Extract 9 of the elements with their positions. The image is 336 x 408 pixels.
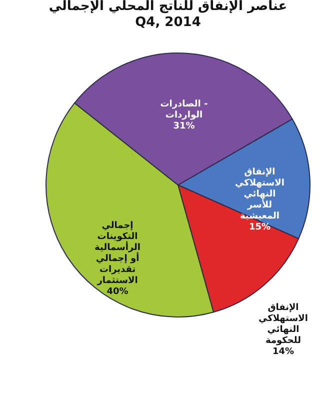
chart-subtitle: Q4, 2014 [135,15,201,30]
data-label: 31% [173,121,195,132]
slice-label: إجمالي التكوينات الرأسمالية أو إجمالي تقديرات الاستثمار [94,221,140,286]
chart-title: عناصر الإنفاق للناتج المحلي الإجمالي [48,0,288,14]
slice-label: الصادرات - الواردات [160,99,208,120]
data-label: 14% [272,346,294,357]
slice-label: الإنفاق الاستهلاكي النهائي للحكومة [258,302,308,346]
data-label: 15% [248,222,270,233]
data-label: 40% [106,287,128,298]
